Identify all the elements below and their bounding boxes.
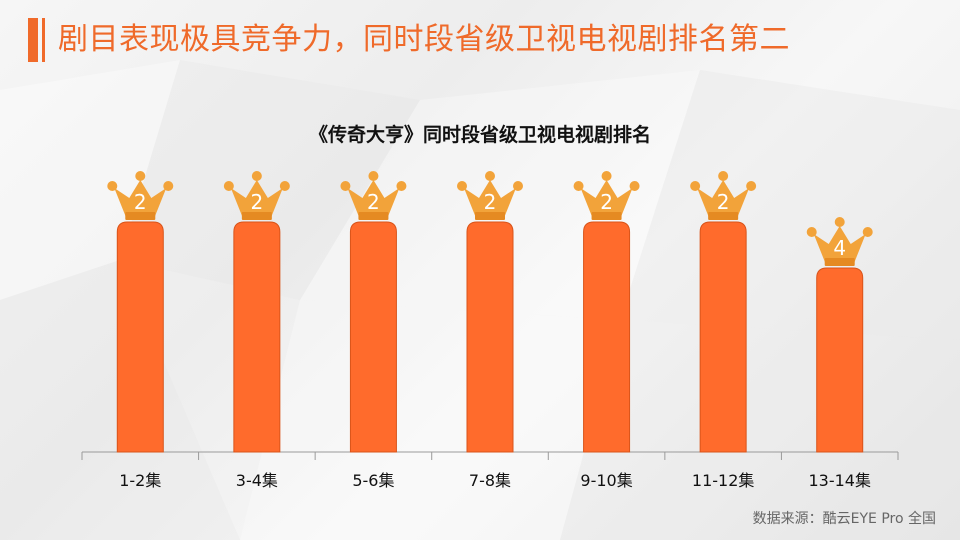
crown-icon xyxy=(340,171,407,220)
data-label: 2 xyxy=(134,190,147,214)
data-label: 2 xyxy=(600,190,613,214)
bar xyxy=(233,221,281,453)
x-tick-label: 9-10集 xyxy=(580,471,632,490)
crown-icon xyxy=(107,171,174,220)
crown-icon xyxy=(573,171,640,220)
data-label: 2 xyxy=(250,190,263,214)
data-label: 4 xyxy=(833,236,846,260)
bar xyxy=(466,221,514,453)
crown-icon xyxy=(457,171,523,220)
crown-icon xyxy=(223,171,290,220)
x-tick-label: 1-2集 xyxy=(119,471,161,490)
x-tick-label: 7-8集 xyxy=(469,471,511,490)
bar xyxy=(583,221,631,453)
data-source: 数据来源：酷云EYE Pro 全国 xyxy=(752,511,936,527)
x-tick-label: 3-4集 xyxy=(236,471,278,490)
title-accent-bar-thin xyxy=(42,18,45,62)
x-tick-label: 5-6集 xyxy=(352,471,394,490)
x-tick-label: 11-12集 xyxy=(692,471,755,490)
crown-icon xyxy=(690,171,757,220)
bar xyxy=(116,221,164,453)
bar xyxy=(699,221,747,453)
title-accent-bar xyxy=(28,18,38,62)
data-label: 2 xyxy=(484,190,497,214)
page-title: 剧目表现极具竞争力，同时段省级卫视电视剧排名第二 xyxy=(58,22,790,57)
data-label: 2 xyxy=(367,190,380,214)
bar xyxy=(349,221,397,453)
chart-title: 《传奇大亨》同时段省级卫视电视剧排名 xyxy=(308,124,651,146)
x-tick-label: 13-14集 xyxy=(808,471,871,490)
data-label: 2 xyxy=(717,190,730,214)
bar xyxy=(816,267,864,453)
crown-icon xyxy=(806,217,873,266)
